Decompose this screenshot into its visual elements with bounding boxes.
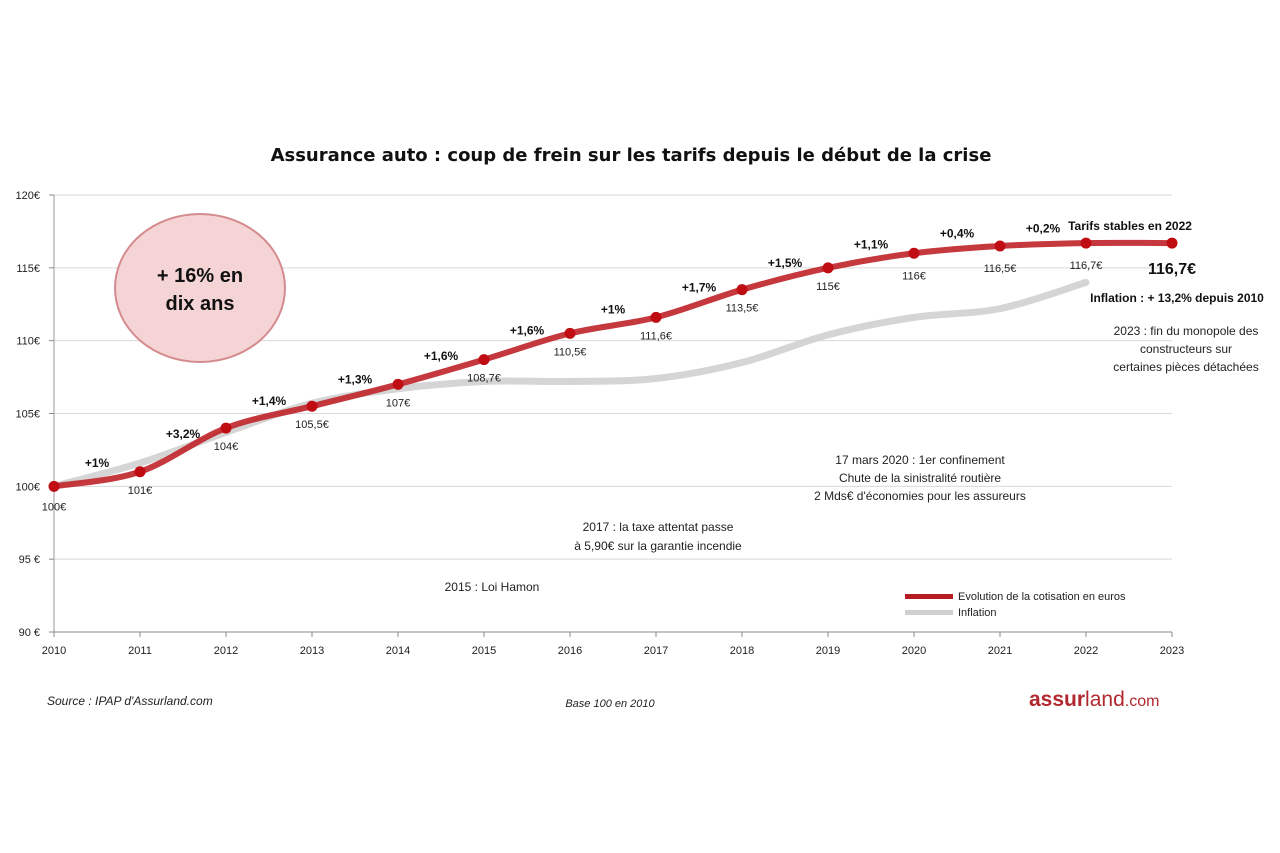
data-point: [994, 240, 1006, 252]
x-tick-label: 2010: [42, 645, 66, 657]
x-tick-label: 2021: [988, 645, 1012, 657]
taxe-line-1: 2017 : la taxe attentat passe: [583, 520, 734, 534]
change-label: +0,4%: [940, 227, 975, 241]
x-tick-label: 2014: [386, 645, 410, 657]
covid-line-3: 2 Mds€ d'économies pour les assureurs: [814, 489, 1026, 503]
y-tick-label: 90 €: [19, 627, 40, 639]
value-label: 110,5€: [554, 346, 587, 358]
legend-swatch-cotisation: [905, 594, 953, 599]
x-tick-label: 2015: [472, 645, 496, 657]
svg-text:assurland.com: assurland.com: [1029, 688, 1159, 711]
y-tick-label: 105€: [16, 409, 40, 421]
data-point: [392, 378, 404, 390]
bubble-line-2: dix ans: [166, 293, 235, 315]
data-point: [1080, 237, 1092, 249]
value-label: 101€: [128, 485, 152, 497]
value-label: 115€: [816, 281, 840, 293]
legend-label-cotisation: Evolution de la cotisation en euros: [958, 591, 1126, 603]
change-label: +0,2%: [1026, 222, 1061, 236]
legend-label-inflation: Inflation: [958, 607, 997, 619]
taxe-line-2: à 5,90€ sur la garantie incendie: [574, 539, 742, 553]
inflation-annotation: Inflation : + 13,2% depuis 2010: [1090, 291, 1264, 305]
data-point: [478, 354, 490, 366]
change-label: +1,6%: [424, 349, 459, 363]
y-tick-label: 120€: [16, 190, 40, 202]
data-point: [822, 262, 834, 274]
x-tick-label: 2023: [1160, 645, 1184, 657]
x-tick-label: 2011: [128, 645, 152, 657]
value-label: 116€: [902, 270, 926, 282]
covid-line-1: 17 mars 2020 : 1er confinement: [835, 453, 1005, 467]
monopole-line-1: 2023 : fin du monopole des: [1114, 324, 1259, 338]
value-label: 116,5€: [984, 263, 1017, 275]
change-label: +1%: [85, 456, 110, 470]
data-point: [736, 284, 748, 296]
y-tick-label: 115€: [16, 263, 40, 275]
data-point: [1166, 237, 1178, 249]
x-tick-label: 2022: [1074, 645, 1098, 657]
value-label: 108,7€: [467, 373, 501, 385]
x-tick-label: 2018: [730, 645, 754, 657]
bubble-line-1: + 16% en: [157, 265, 243, 287]
data-point: [134, 466, 146, 478]
final-value: 116,7€: [1148, 261, 1196, 278]
data-point: [48, 480, 60, 492]
value-label: 100€: [42, 501, 66, 513]
change-label: +1,4%: [252, 394, 287, 408]
assurland-logo: assurland.com: [1029, 688, 1159, 711]
x-tick-label: 2020: [902, 645, 926, 657]
value-label: 107€: [386, 397, 410, 409]
bubble-annotation: + 16% en dix ans: [114, 213, 286, 363]
x-tick-label: 2017: [644, 645, 668, 657]
stable-annotation: Tarifs stables en 2022: [1068, 219, 1192, 233]
value-label: 105,5€: [295, 419, 329, 431]
data-point: [908, 247, 920, 259]
legend-swatch-inflation: [905, 610, 953, 615]
source-note: Source : IPAP d'Assurland.com: [47, 694, 213, 708]
base-note: Base 100 en 2010: [565, 698, 655, 710]
hamon-annotation: 2015 : Loi Hamon: [445, 580, 540, 594]
change-label: +1,7%: [682, 281, 717, 295]
legend: Evolution de la cotisation en euros Infl…: [905, 591, 1126, 619]
data-point: [564, 327, 576, 339]
value-label: 113,5€: [726, 303, 759, 315]
y-tick-label: 110€: [16, 336, 40, 348]
y-tick-label: 95 €: [19, 554, 40, 566]
monopole-line-2: constructeurs sur: [1140, 342, 1232, 356]
change-label: +1,3%: [338, 372, 373, 386]
x-tick-label: 2019: [816, 645, 840, 657]
change-label: +1,6%: [510, 323, 545, 337]
data-point: [220, 422, 232, 434]
x-tick-label: 2012: [214, 645, 238, 657]
covid-line-2: Chute de la sinistralité routière: [839, 471, 1001, 485]
value-label: 111,6€: [640, 330, 672, 342]
change-label: +3,2%: [166, 427, 201, 441]
change-label: +1%: [601, 302, 626, 316]
chart-title: Assurance auto : coup de frein sur les t…: [271, 145, 992, 166]
y-tick-label: 100€: [16, 481, 40, 493]
x-tick-label: 2016: [558, 645, 582, 657]
value-label: 104€: [214, 441, 238, 453]
x-tick-label: 2013: [300, 645, 324, 657]
series-cotisation-line: [51, 239, 1175, 490]
value-label: 116,7€: [1070, 260, 1103, 272]
change-label: +1,5%: [768, 256, 803, 270]
data-point: [650, 311, 662, 323]
data-point: [306, 400, 318, 412]
monopole-line-3: certaines pièces détachées: [1113, 360, 1258, 374]
change-label: +1,1%: [854, 238, 889, 252]
